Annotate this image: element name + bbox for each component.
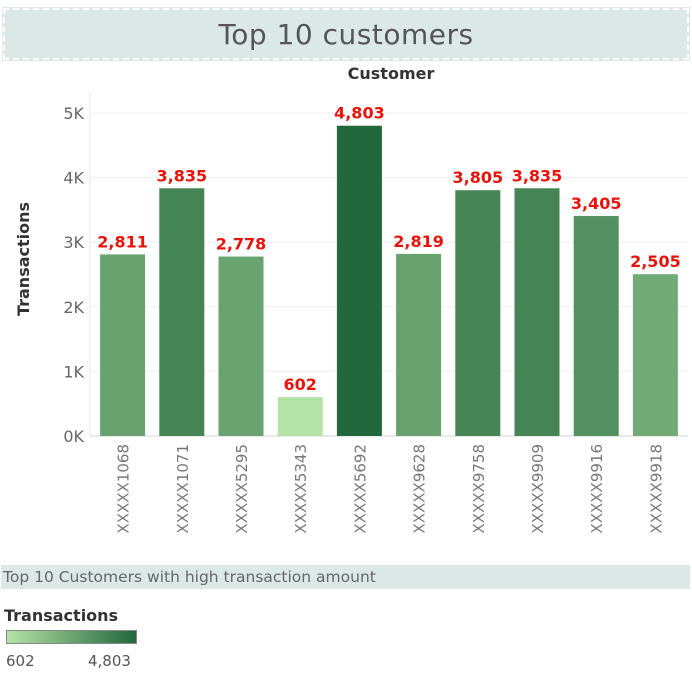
x-tick-label: XXXXX9758 bbox=[470, 444, 488, 534]
data-label: 2,505 bbox=[630, 252, 681, 271]
data-label: 3,805 bbox=[452, 168, 503, 187]
x-tick-label: XXXXX5343 bbox=[292, 444, 310, 534]
bar[interactable] bbox=[277, 397, 323, 436]
x-tick-label: XXXXX5295 bbox=[233, 444, 251, 534]
x-tick-label: XXXXX9628 bbox=[411, 444, 429, 534]
bar[interactable] bbox=[159, 188, 205, 436]
x-tick-label: XXXXX1071 bbox=[174, 444, 192, 534]
x-tick-label: XXXXX9909 bbox=[529, 444, 547, 534]
y-axis-title: Transactions bbox=[14, 202, 33, 316]
title-banner: Top 10 customers bbox=[2, 7, 690, 61]
legend-color-ramp bbox=[6, 630, 137, 644]
y-tick-label: 2K bbox=[63, 298, 84, 317]
data-label: 4,803 bbox=[334, 104, 385, 123]
data-label: 3,405 bbox=[571, 194, 622, 213]
page-title: Top 10 customers bbox=[218, 17, 474, 51]
y-tick-label: 4K bbox=[63, 169, 84, 188]
bar[interactable] bbox=[514, 188, 560, 436]
bar[interactable] bbox=[100, 254, 146, 436]
data-label: 3,835 bbox=[512, 166, 563, 185]
x-axis-title: Customer bbox=[348, 64, 435, 83]
legend-max-label: 4,803 bbox=[88, 652, 131, 670]
bar[interactable] bbox=[336, 125, 382, 436]
x-tick-label: XXXXX9916 bbox=[588, 444, 606, 534]
y-tick-label: 1K bbox=[63, 362, 84, 381]
data-label: 2,819 bbox=[393, 232, 444, 251]
legend-min-label: 602 bbox=[6, 652, 35, 670]
data-label: 2,778 bbox=[216, 235, 267, 254]
x-tick-label: XXXXX1068 bbox=[115, 444, 133, 534]
data-label: 2,811 bbox=[97, 232, 148, 251]
legend-title: Transactions bbox=[4, 606, 119, 625]
y-tick-label: 3K bbox=[63, 233, 84, 252]
bar[interactable] bbox=[218, 256, 264, 436]
y-tick-label: 0K bbox=[63, 427, 84, 446]
bar[interactable] bbox=[455, 190, 501, 436]
data-label: 602 bbox=[283, 375, 316, 394]
data-label: 3,835 bbox=[156, 166, 207, 185]
chart-caption: Top 10 Customers with high transaction a… bbox=[3, 568, 376, 586]
bar-chart: 0K 1K 2K 3K 4K 5K Customer Transactions 2,811 XXX… bbox=[14, 64, 688, 534]
bar[interactable] bbox=[396, 253, 442, 436]
bar[interactable] bbox=[573, 216, 619, 436]
y-tick-label: 5K bbox=[63, 104, 84, 123]
caption-banner: Top 10 Customers with high transaction a… bbox=[1, 565, 690, 589]
x-tick-label: XXXXX5692 bbox=[351, 444, 369, 534]
bar[interactable] bbox=[632, 274, 678, 436]
x-tick-label: XXXXX9918 bbox=[647, 444, 665, 534]
